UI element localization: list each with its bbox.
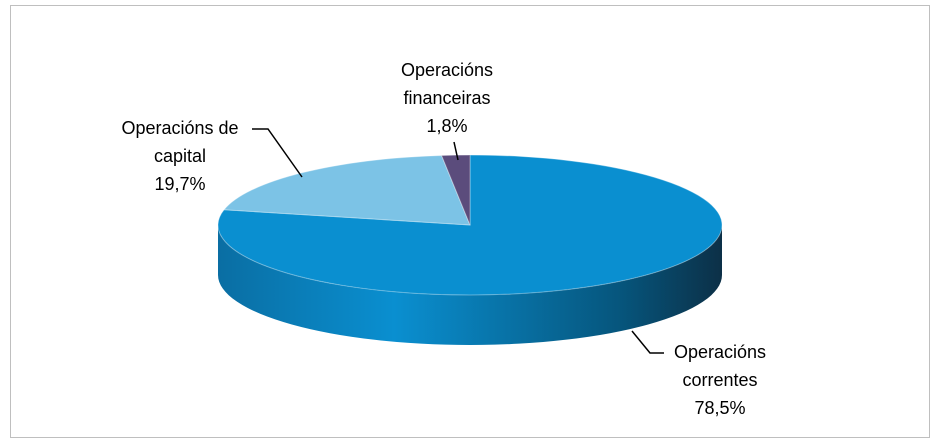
slice-label: Operacións de capital 19,7% [100,114,260,198]
slice-label: Operacións financeiras 1,8% [372,56,522,140]
category-label: Operacións financeiras [400,60,494,108]
leader-line [453,141,459,161]
slice-side [218,225,722,345]
pie [217,154,723,345]
leader-line [252,128,303,178]
category-label: Operacións de capital [121,118,239,166]
category-label: Operacións correntes [673,342,767,390]
value-label: 1,8% [426,116,468,136]
slice [223,154,471,226]
leader-line [631,330,664,354]
slice [440,154,471,226]
slice [217,154,723,296]
value-label: 78,5% [694,398,746,418]
value-label: 19,7% [154,174,206,194]
slice-label: Operacións correntes 78,5% [650,338,790,422]
